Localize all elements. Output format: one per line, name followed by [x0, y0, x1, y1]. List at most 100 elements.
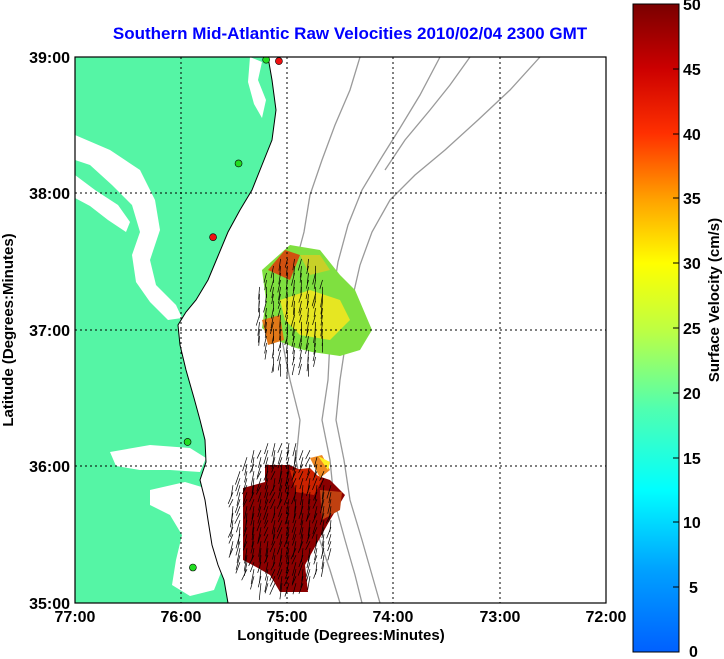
- velocity-arrow: [298, 293, 302, 303]
- velocity-arrow: [299, 272, 302, 283]
- colorbar-ticks: [673, 68, 679, 588]
- velocity-arrow: [313, 328, 316, 344]
- velocity-arrow: [313, 300, 316, 309]
- velocity-arrow: [293, 279, 295, 292]
- velocity-arrow: [277, 443, 283, 453]
- velocity-arrow: [286, 555, 290, 572]
- velocity-arrow: [235, 541, 241, 556]
- velocity-arrow: [264, 576, 269, 592]
- velocity-arrow: [264, 485, 269, 498]
- velocity-arrow: [291, 356, 295, 366]
- velocity-arrow: [271, 464, 276, 473]
- velocity-arrow: [264, 279, 267, 291]
- station-marker: [209, 233, 217, 241]
- velocity-arrow: [292, 342, 295, 355]
- velocity-arrow: [277, 349, 281, 362]
- velocity-arrow: [294, 485, 297, 502]
- velocity-arrow: [284, 583, 290, 597]
- velocity-arrow: [300, 527, 304, 539]
- colorbar-tick: 15: [683, 451, 701, 468]
- velocity-arrow: [298, 555, 304, 568]
- velocity-arrow: [286, 485, 290, 497]
- x-tick: 76:00: [161, 609, 202, 626]
- velocity-arrow: [256, 520, 262, 532]
- velocity-arrow: [251, 534, 255, 548]
- velocity-arrow: [278, 471, 283, 485]
- velocity-arrow: [258, 583, 262, 600]
- velocity-arrow: [235, 555, 241, 570]
- velocity-arrow: [272, 548, 276, 560]
- velocity-arrow: [251, 457, 255, 472]
- velocity-arrow: [256, 478, 262, 492]
- velocity-arrow: [263, 335, 267, 347]
- velocity-arrow: [271, 534, 276, 546]
- velocity-arrow: [263, 499, 269, 511]
- velocity-arrow: [284, 478, 290, 493]
- velocity-arrow: [279, 314, 281, 328]
- velocity-arrow: [305, 513, 311, 522]
- velocity-arrow: [313, 555, 318, 565]
- velocity-arrow: [264, 314, 267, 328]
- velocity-arrow: [314, 335, 316, 347]
- velocity-arrow: [257, 328, 260, 343]
- velocity-arrow: [236, 548, 241, 563]
- velocity-arrow: [312, 349, 316, 362]
- velocity-arrow: [305, 286, 309, 300]
- velocity-arrow: [286, 548, 290, 563]
- velocity-arrow: [270, 562, 276, 571]
- velocity-arrow: [256, 450, 262, 459]
- velocity-arrow: [313, 457, 318, 468]
- velocity-arrow: [258, 499, 262, 511]
- velocity-arrow: [271, 307, 274, 319]
- velocity-arrow: [270, 471, 276, 480]
- velocity-arrow: [292, 258, 295, 271]
- velocity-arrow: [250, 569, 255, 585]
- velocity-arrow: [283, 576, 290, 587]
- velocity-arrow: [276, 520, 283, 533]
- x-tick: 74:00: [373, 609, 414, 626]
- colorbar-label: Surface Velocity (cm/s): [706, 218, 723, 382]
- velocity-arrow: [313, 506, 318, 519]
- velocity-arrow: [271, 349, 274, 359]
- velocity-arrow: [292, 321, 295, 336]
- velocity-arrow: [271, 513, 276, 523]
- colorbar-tick: 40: [683, 127, 701, 144]
- velocity-arrow: [311, 513, 318, 524]
- velocity-arrow: [242, 541, 248, 551]
- velocity-arrow: [305, 450, 311, 460]
- station-marker: [262, 57, 270, 64]
- velocity-arrow: [230, 520, 234, 538]
- velocity-arrow: [299, 342, 302, 352]
- velocity-arrow: [319, 513, 325, 525]
- velocity-arrow: [291, 478, 297, 489]
- velocity-arrow: [243, 555, 248, 572]
- velocity-arrow: [279, 534, 283, 545]
- velocity-arrow: [264, 492, 269, 504]
- velocity-arrow: [306, 272, 309, 284]
- velocity-arrow: [276, 562, 283, 576]
- velocity-arrow: [263, 520, 269, 529]
- bathymetry-contour-4: [384, 57, 471, 171]
- velocity-arrow: [293, 450, 297, 464]
- velocity-arrow: [229, 541, 234, 556]
- velocity-arrow: [249, 464, 255, 474]
- colorbar-tick: 20: [683, 386, 701, 403]
- velocity-arrow: [313, 356, 316, 367]
- velocity-arrow: [264, 342, 267, 354]
- velocity-arrow: [299, 314, 302, 323]
- velocity-arrow: [258, 457, 262, 468]
- albemarle-sound: [110, 445, 206, 472]
- velocity-arrow: [291, 492, 297, 505]
- velocity-arrow: [291, 272, 295, 286]
- velocity-arrow: [298, 464, 304, 473]
- x-axis-label: Longitude (Degrees:Minutes): [237, 627, 445, 644]
- velocity-arrow: [265, 562, 269, 574]
- velocity-arrow: [314, 548, 318, 561]
- velocity-arrow: [320, 499, 325, 514]
- velocity-arrow: [243, 527, 248, 537]
- velocity-arrow: [263, 527, 269, 537]
- velocity-arrow: [298, 335, 302, 348]
- velocity-arrow: [263, 534, 269, 544]
- velocity-arrow: [298, 356, 302, 369]
- velocity-arrow: [313, 279, 316, 289]
